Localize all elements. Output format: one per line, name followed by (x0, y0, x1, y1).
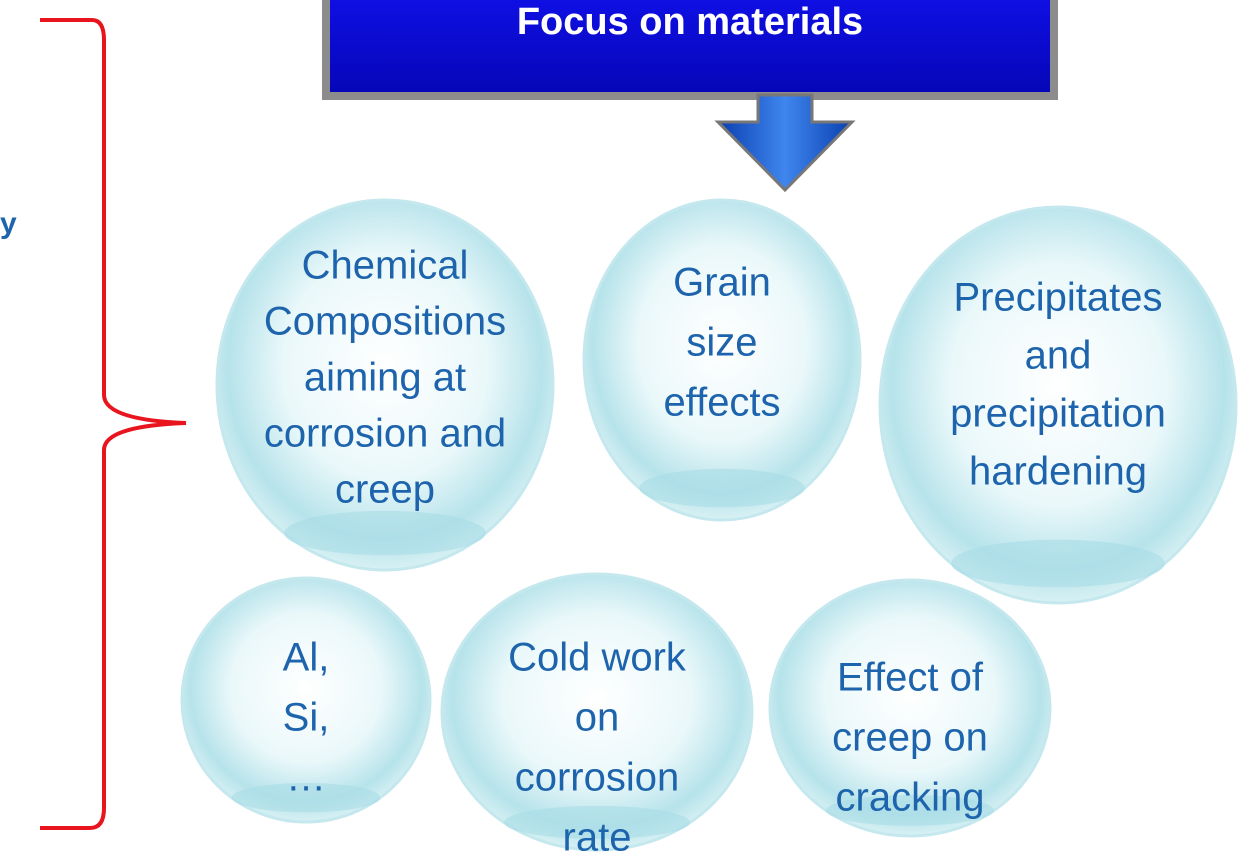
bubble-highlight (951, 540, 1165, 588)
bubble-text: cracking (836, 776, 985, 820)
bubble-text: size (686, 321, 757, 365)
bubble-text: rate (563, 816, 632, 860)
bubble-text: corrosion (515, 756, 680, 800)
bubble-text: on (575, 696, 620, 740)
bubble-text: creep on (832, 716, 988, 760)
side-label: y (0, 207, 17, 240)
bubble-text: corrosion and (264, 412, 506, 456)
arrow (718, 95, 852, 190)
bubble-highlight (639, 469, 805, 507)
bubble-text: effects (663, 381, 780, 425)
bubbles: Chemical Compositions aiming at corrosion a… (182, 200, 1236, 860)
bubble-text: Chemical (302, 244, 469, 288)
banner-title: Focus on materials (517, 1, 863, 43)
bubble-text: precipitation (950, 392, 1166, 436)
bubble-text: Compositions (264, 300, 506, 344)
bubble-text: Effect of (837, 656, 984, 700)
bubble-text: Si, (283, 696, 330, 740)
bubble-highlight (284, 511, 486, 555)
bubble-text: Al, (283, 636, 330, 680)
brace (40, 20, 186, 828)
bubble-text: creep (335, 468, 435, 512)
diagram: Focus on materials y Chemical Composition… (0, 0, 1256, 864)
bubble-text: Precipitates (954, 276, 1163, 320)
bubble-text: Grain (673, 261, 771, 305)
bubble-text: hardening (969, 450, 1147, 494)
bubble-text: … (286, 756, 326, 800)
bubble-text: and (1025, 334, 1092, 378)
bubble-text: aiming at (304, 356, 466, 400)
bubble-text: Cold work (508, 636, 687, 680)
